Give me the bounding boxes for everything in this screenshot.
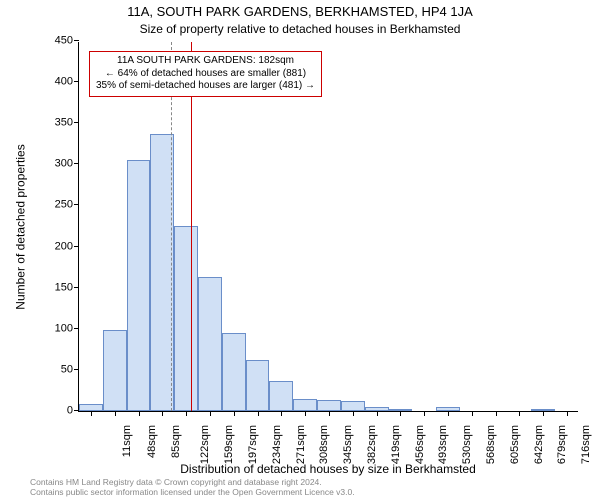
y-tick-label: 100 (33, 323, 79, 334)
x-tick-label: 122sqm (199, 425, 211, 464)
bar (246, 360, 270, 411)
x-tick-label: 530sqm (461, 425, 473, 464)
chart-title: 11A, SOUTH PARK GARDENS, BERKHAMSTED, HP… (0, 4, 600, 19)
y-tick-label: 0 (33, 406, 79, 417)
x-tick-label: 493sqm (438, 425, 450, 464)
x-tick-label: 456sqm (414, 425, 426, 464)
y-tick-label: 200 (33, 241, 79, 252)
x-tick-mark (448, 411, 449, 416)
x-tick-mark (258, 411, 259, 416)
footer: Contains HM Land Registry data © Crown c… (30, 478, 355, 498)
x-tick-mark (281, 411, 282, 416)
x-tick-label: 419sqm (390, 425, 402, 464)
y-axis-title: Number of detached properties (14, 42, 28, 412)
x-tick-mark (329, 411, 330, 416)
x-tick-mark (186, 411, 187, 416)
x-axis-title: Distribution of detached houses by size … (78, 462, 578, 476)
y-tick-label: 150 (33, 282, 79, 293)
y-tick-label: 50 (33, 364, 79, 375)
x-tick-label: 308sqm (319, 425, 331, 464)
annotation-box: 11A SOUTH PARK GARDENS: 182sqm← 64% of d… (89, 51, 322, 97)
x-tick-mark (353, 411, 354, 416)
x-tick-mark (305, 411, 306, 416)
y-tick-label: 400 (33, 77, 79, 88)
bar (127, 160, 151, 411)
y-tick-mark (74, 81, 79, 82)
x-tick-label: 234sqm (271, 425, 283, 464)
x-tick-label: 642sqm (533, 425, 545, 464)
x-tick-mark (139, 411, 140, 416)
median-line (171, 42, 172, 411)
x-tick-mark (162, 411, 163, 416)
y-tick-mark (74, 410, 79, 411)
bar (174, 226, 198, 411)
annotation-line: 11A SOUTH PARK GARDENS: 182sqm (96, 55, 315, 68)
x-tick-mark (424, 411, 425, 416)
x-tick-mark (400, 411, 401, 416)
y-axis-title-text: Number of detached properties (14, 144, 28, 309)
x-tick-label: 271sqm (295, 425, 307, 464)
bars-layer (79, 42, 578, 411)
y-tick-mark (74, 328, 79, 329)
x-tick-label: 85sqm (170, 425, 182, 458)
y-tick-mark (74, 40, 79, 41)
x-tick-label: 382sqm (366, 425, 378, 464)
x-tick-label: 679sqm (557, 425, 569, 464)
y-tick-mark (74, 287, 79, 288)
x-tick-mark (519, 411, 520, 416)
plot-area: 05010015020025030035040045011sqm48sqm85s… (78, 42, 578, 412)
annotation-line: 35% of semi-detached houses are larger (… (96, 80, 315, 93)
y-tick-mark (74, 163, 79, 164)
y-tick-mark (74, 369, 79, 370)
x-tick-label: 159sqm (223, 425, 235, 464)
bar (293, 399, 317, 411)
x-tick-label: 716sqm (580, 425, 592, 464)
x-tick-label: 48sqm (146, 425, 158, 458)
x-tick-mark (377, 411, 378, 416)
x-tick-label: 197sqm (247, 425, 259, 464)
y-tick-mark (74, 122, 79, 123)
bar (222, 333, 246, 411)
y-tick-label: 350 (33, 118, 79, 129)
y-tick-label: 250 (33, 200, 79, 211)
x-tick-mark (91, 411, 92, 416)
annotation-line: ← 64% of detached houses are smaller (88… (96, 68, 315, 81)
x-tick-mark (234, 411, 235, 416)
y-tick-mark (74, 246, 79, 247)
x-tick-label: 345sqm (342, 425, 354, 464)
y-tick-label: 450 (33, 36, 79, 47)
bar (103, 330, 127, 411)
x-tick-mark (115, 411, 116, 416)
x-tick-mark (567, 411, 568, 416)
x-tick-mark (496, 411, 497, 416)
chart-subtitle: Size of property relative to detached ho… (0, 22, 600, 36)
x-tick-label: 568sqm (485, 425, 497, 464)
subject-marker-line (191, 42, 192, 411)
y-tick-label: 300 (33, 159, 79, 170)
x-tick-label: 11sqm (121, 425, 133, 457)
x-tick-mark (472, 411, 473, 416)
footer-line-2: Contains public sector information licen… (30, 488, 355, 498)
chart-root: 11A, SOUTH PARK GARDENS, BERKHAMSTED, HP… (0, 0, 600, 500)
x-tick-label: 605sqm (509, 425, 521, 464)
x-tick-mark (543, 411, 544, 416)
y-tick-mark (74, 204, 79, 205)
x-tick-mark (210, 411, 211, 416)
bar (317, 400, 341, 412)
bar (269, 381, 293, 411)
bar (198, 277, 222, 411)
bar (341, 401, 365, 411)
